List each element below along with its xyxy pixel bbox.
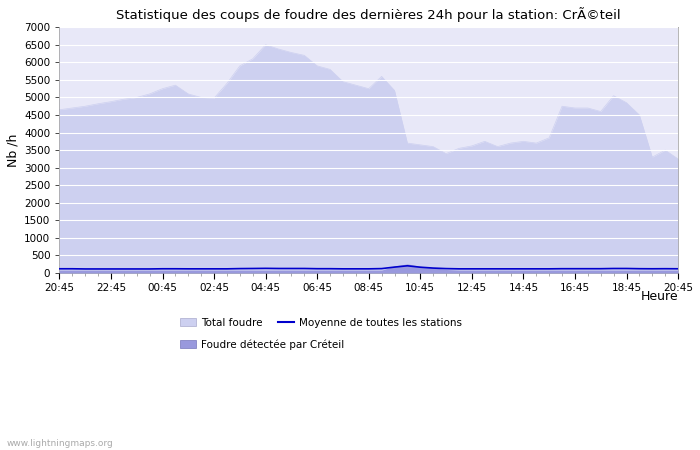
Y-axis label: Nb /h: Nb /h	[7, 134, 20, 167]
Legend: Foudre détectée par Créteil: Foudre détectée par Créteil	[176, 335, 349, 354]
Text: Heure: Heure	[640, 290, 678, 303]
Text: www.lightningmaps.org: www.lightningmaps.org	[7, 439, 113, 448]
Title: Statistique des coups de foudre des dernières 24h pour la station: CrÃ©teil: Statistique des coups de foudre des dern…	[116, 7, 621, 22]
